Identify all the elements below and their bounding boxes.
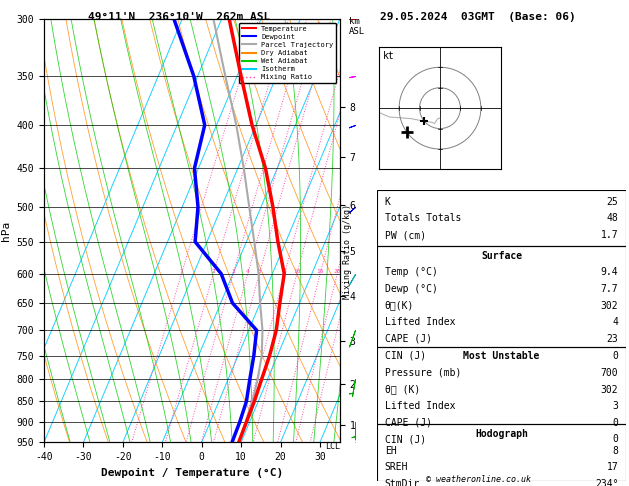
Text: Temp (°C): Temp (°C) <box>385 267 438 278</box>
Text: 700: 700 <box>601 368 618 378</box>
Text: StmDir: StmDir <box>385 479 420 486</box>
Text: 8: 8 <box>282 269 286 274</box>
Text: Most Unstable: Most Unstable <box>464 351 540 362</box>
Text: 234°: 234° <box>595 479 618 486</box>
Text: 49°11'N  236°10'W  262m ASL: 49°11'N 236°10'W 262m ASL <box>88 12 270 22</box>
Bar <box>377 246 626 347</box>
Text: PW (cm): PW (cm) <box>385 230 426 240</box>
Text: 302: 302 <box>601 301 618 311</box>
Text: Lifted Index: Lifted Index <box>385 317 455 327</box>
Text: CIN (J): CIN (J) <box>385 434 426 445</box>
Text: LCL: LCL <box>325 442 340 451</box>
Text: 3: 3 <box>231 269 235 274</box>
Y-axis label: hPa: hPa <box>1 221 11 241</box>
Text: 9.4: 9.4 <box>601 267 618 278</box>
Text: 48: 48 <box>606 213 618 224</box>
Text: Mixing Ratio (g/kg): Mixing Ratio (g/kg) <box>343 205 352 299</box>
Text: 25: 25 <box>606 197 618 207</box>
Text: 1.7: 1.7 <box>601 230 618 240</box>
Text: 29.05.2024  03GMT  (Base: 06): 29.05.2024 03GMT (Base: 06) <box>380 12 576 22</box>
Bar <box>377 424 626 481</box>
Text: 10: 10 <box>293 269 301 274</box>
Text: 23: 23 <box>606 334 618 344</box>
Text: 0: 0 <box>613 418 618 428</box>
Text: Hodograph: Hodograph <box>475 429 528 439</box>
Text: 2: 2 <box>211 269 215 274</box>
Text: 4: 4 <box>613 317 618 327</box>
Text: 0: 0 <box>613 434 618 445</box>
Legend: Temperature, Dewpoint, Parcel Trajectory, Dry Adiabat, Wet Adiabat, Isotherm, Mi: Temperature, Dewpoint, Parcel Trajectory… <box>239 23 336 83</box>
Text: 15: 15 <box>316 269 324 274</box>
Text: θᴄ(K): θᴄ(K) <box>385 301 415 311</box>
Text: 17: 17 <box>606 463 618 472</box>
Text: kt: kt <box>382 51 394 61</box>
Text: © weatheronline.co.uk: © weatheronline.co.uk <box>426 475 530 484</box>
Text: 1: 1 <box>180 269 184 274</box>
Text: CAPE (J): CAPE (J) <box>385 334 432 344</box>
Text: 302: 302 <box>601 384 618 395</box>
Text: 0: 0 <box>613 350 618 361</box>
X-axis label: Dewpoint / Temperature (°C): Dewpoint / Temperature (°C) <box>101 468 283 478</box>
Text: EH: EH <box>385 446 397 456</box>
Text: Totals Totals: Totals Totals <box>385 213 461 224</box>
Text: 7.7: 7.7 <box>601 284 618 294</box>
Bar <box>377 347 626 424</box>
Text: Surface: Surface <box>481 251 522 261</box>
Text: 3: 3 <box>613 401 618 411</box>
Text: 20: 20 <box>333 269 341 274</box>
Text: Dewp (°C): Dewp (°C) <box>385 284 438 294</box>
Text: K: K <box>385 197 391 207</box>
Text: km
ASL: km ASL <box>349 17 365 36</box>
Text: CIN (J): CIN (J) <box>385 350 426 361</box>
Text: Lifted Index: Lifted Index <box>385 401 455 411</box>
Text: θᴄ (K): θᴄ (K) <box>385 384 420 395</box>
Text: 8: 8 <box>613 446 618 456</box>
Text: 4: 4 <box>246 269 250 274</box>
Text: CAPE (J): CAPE (J) <box>385 418 432 428</box>
Text: 5: 5 <box>257 269 261 274</box>
Bar <box>377 190 626 246</box>
Text: Pressure (mb): Pressure (mb) <box>385 368 461 378</box>
Text: SREH: SREH <box>385 463 408 472</box>
